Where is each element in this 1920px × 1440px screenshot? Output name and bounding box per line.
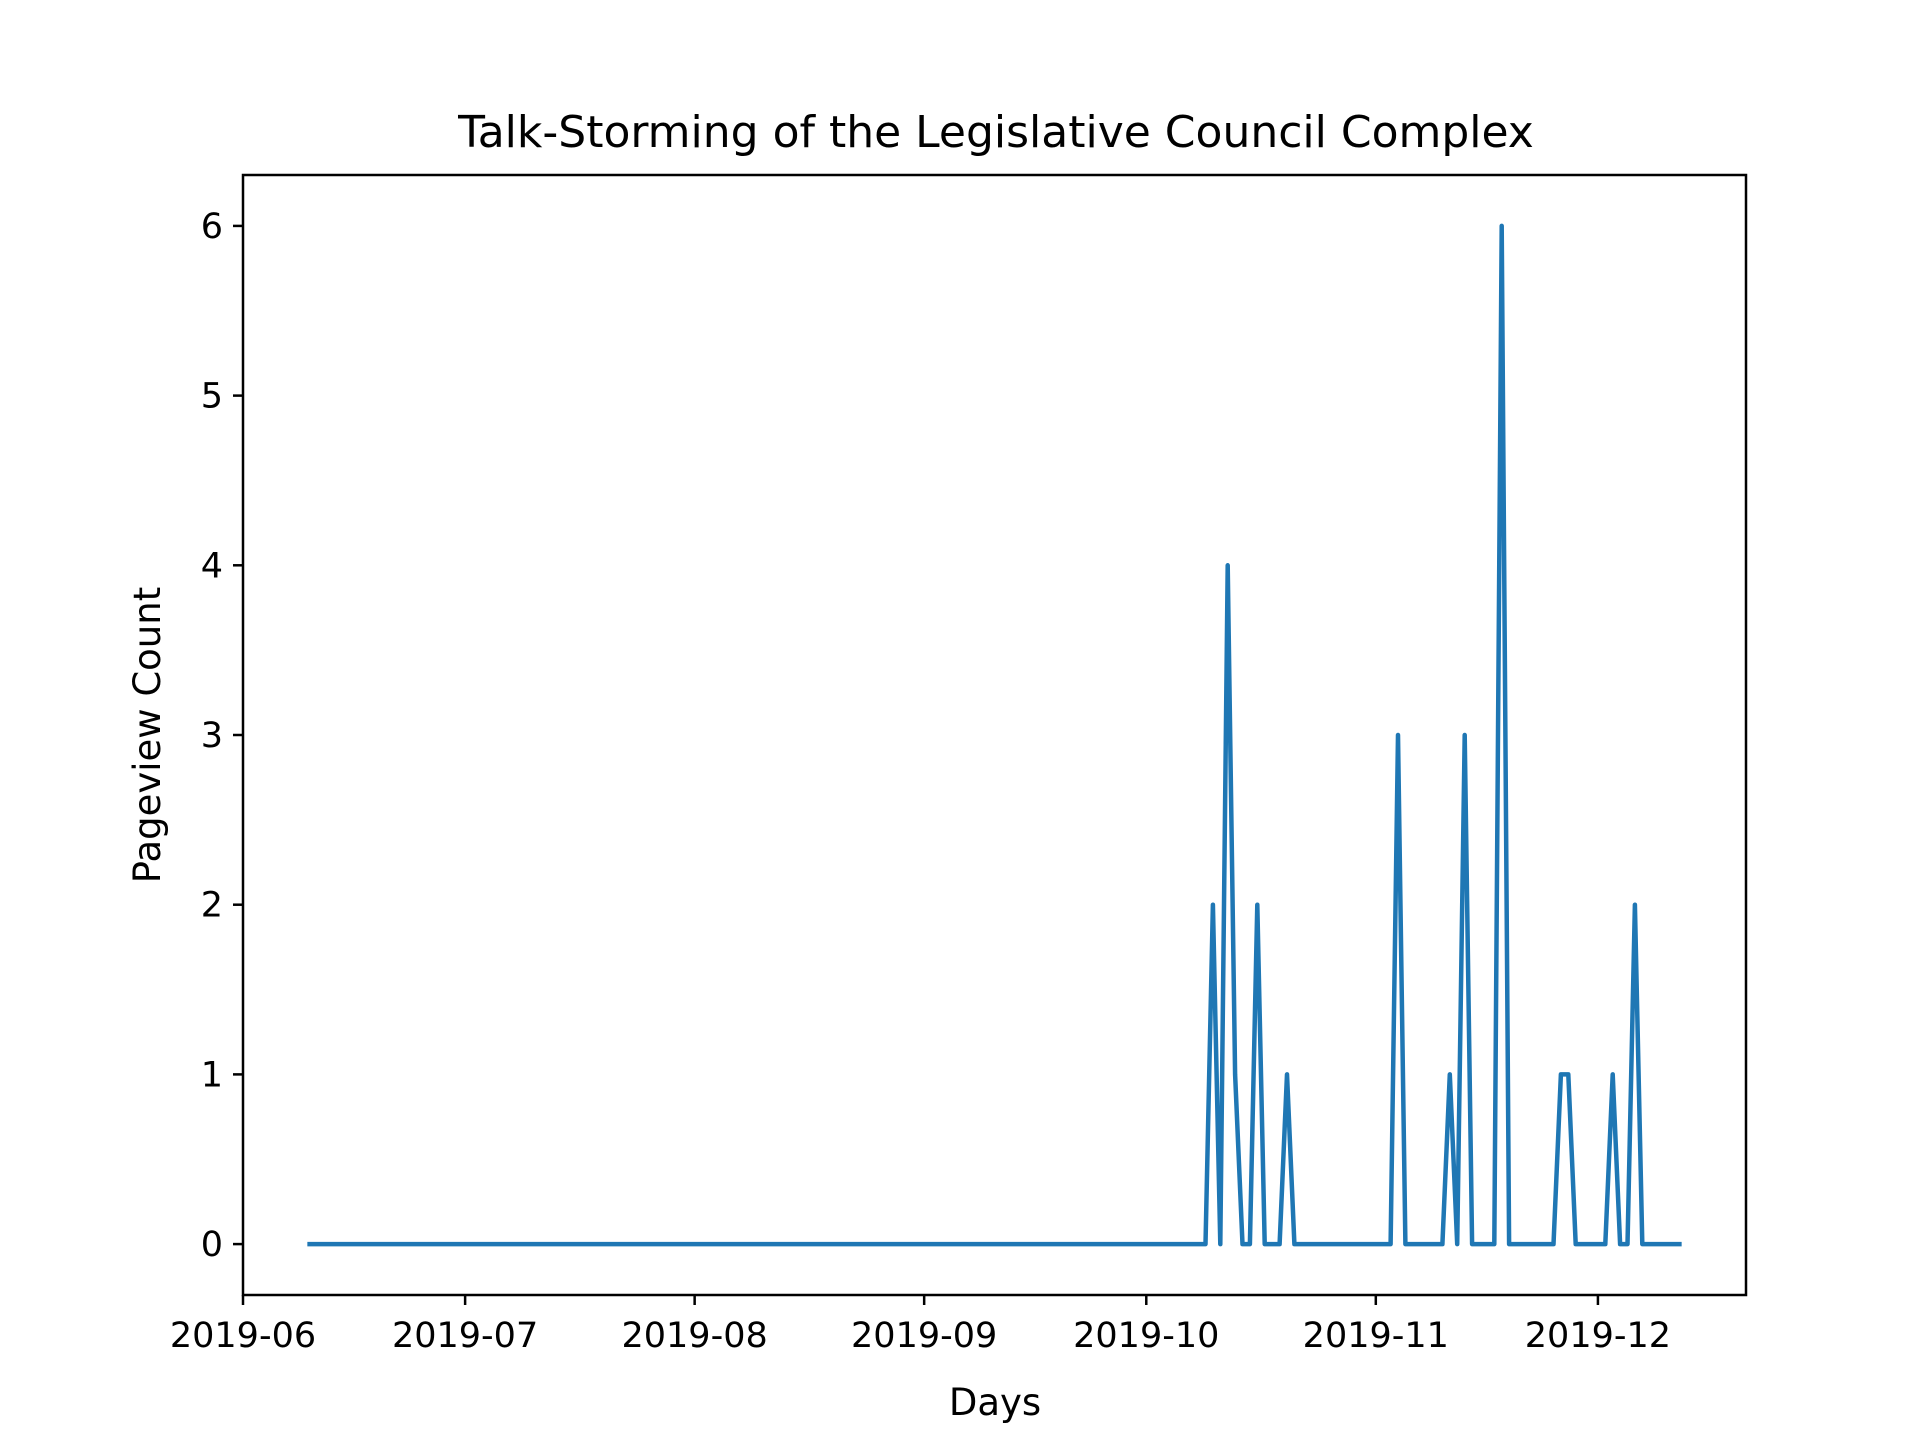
x-axis-label: Days — [949, 1381, 1041, 1424]
x-tick-label: 2019-09 — [851, 1316, 997, 1356]
x-tick-label: 2019-08 — [622, 1316, 768, 1356]
x-axis: 2019-06 2019-07 2019-08 2019-09 2019-10 2019-… — [170, 1295, 1671, 1356]
y-axis-label: Pageview Count — [126, 587, 169, 883]
y-tick-label: 5 — [201, 377, 223, 417]
y-tick-label: 0 — [201, 1225, 223, 1265]
y-tick-label: 4 — [201, 546, 223, 586]
series-line — [307, 223, 1682, 1247]
plot-frame — [241, 173, 1748, 1297]
y-tick-label: 2 — [201, 886, 223, 926]
x-tick-label: 2019-10 — [1073, 1316, 1219, 1356]
y-tick-label: 3 — [201, 716, 223, 756]
x-tick-label: 2019-11 — [1303, 1316, 1449, 1356]
y-axis: 0 1 2 3 4 5 6 — [201, 207, 243, 1265]
y-tick-label: 1 — [201, 1055, 223, 1095]
chart-title: Talk-Storming of the Legislative Council… — [457, 107, 1534, 158]
x-tick-label: 2019-12 — [1525, 1316, 1671, 1356]
y-tick-label: 6 — [201, 207, 223, 247]
x-tick-label: 2019-07 — [392, 1316, 538, 1356]
x-tick-label: 2019-06 — [170, 1316, 316, 1356]
